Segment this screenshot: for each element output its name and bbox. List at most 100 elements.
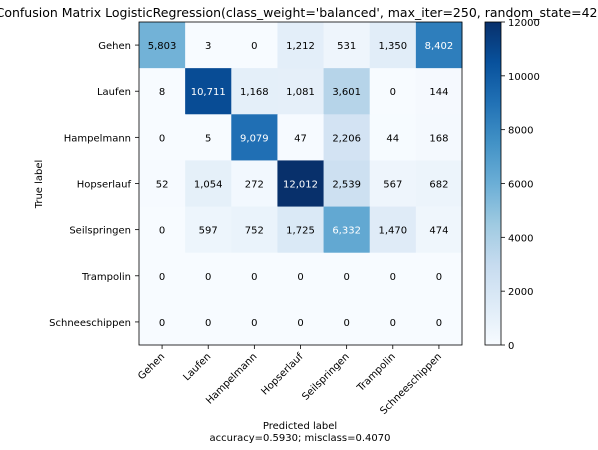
y-tick-label: Schneeschippen: [49, 318, 131, 329]
cell-value-label: 1,470: [378, 226, 407, 237]
cell-value-label: 3,601: [332, 87, 361, 98]
heatmap-cell: [323, 114, 371, 161]
heatmap-cell-labels: 5,803 3 0 1,212 531 1,350 8,402 8 10,711 1,168 1,0…: [148, 41, 453, 329]
heatmap-cell: [415, 22, 463, 69]
cell-value-label: 0: [390, 87, 396, 98]
cell-value-label: 1,081: [286, 87, 315, 98]
cell-value-label: 0: [390, 272, 396, 283]
cell-value-label: 5,803: [148, 41, 177, 52]
heatmap-cell: [369, 114, 417, 161]
heatmap-cell: [185, 160, 232, 208]
heatmap-cells: [139, 22, 463, 346]
x-axis-label: Predicted label: [263, 421, 337, 432]
heatmap-cell: [231, 22, 278, 69]
y-tick-label: Trampolin: [81, 272, 131, 283]
cell-value-label: 3: [205, 41, 211, 52]
heatmap-cell: [231, 206, 278, 254]
cell-value-label: 0: [251, 41, 257, 52]
y-axis-ticks: Gehen Laufen Hampelmann Hopserlauf Seilsprin…: [49, 41, 139, 329]
cell-value-label: 0: [159, 318, 165, 329]
cell-value-label: 0: [390, 318, 396, 329]
heatmap-cell: [277, 114, 325, 161]
heatmap-cell: [323, 22, 371, 69]
cell-value-label: 1,212: [286, 41, 315, 52]
heatmap-cell: [415, 206, 463, 254]
heatmap-cell: [369, 298, 417, 346]
cell-value-label: 10,711: [191, 87, 226, 98]
heatmap-cell: [369, 252, 417, 300]
heatmap-cell: [277, 206, 325, 254]
colorbar-tick-label: 8000: [508, 126, 533, 137]
cell-value-label: 5: [205, 133, 211, 144]
cell-value-label: 8: [159, 87, 165, 98]
x-tick-label: Gehen: [136, 351, 167, 382]
cell-value-label: 52: [156, 180, 169, 191]
cell-value-label: 0: [297, 318, 303, 329]
cell-value-label: 0: [159, 133, 165, 144]
heatmap-cell: [139, 114, 186, 161]
cell-value-label: 0: [343, 272, 349, 283]
heatmap-cell: [323, 160, 371, 208]
heatmap-cell: [185, 68, 232, 115]
x-axis-sublabel: accuracy=0.5930; misclass=0.4070: [210, 433, 391, 444]
cell-value-label: 272: [245, 180, 264, 191]
heatmap-cell: [415, 114, 463, 161]
heatmap-cell: [277, 298, 325, 346]
cell-value-label: 168: [429, 133, 448, 144]
y-tick-label: Seilspringen: [69, 226, 131, 237]
colorbar: [484, 21, 502, 346]
heatmap-cell: [185, 298, 232, 346]
heatmap-cell: [231, 114, 278, 161]
heatmap-cell: [369, 68, 417, 115]
cell-value-label: 0: [159, 272, 165, 283]
heatmap-cell: [277, 22, 325, 69]
heatmap-cell: [415, 160, 463, 208]
cell-value-label: 47: [294, 133, 307, 144]
cell-value-label: 567: [383, 180, 402, 191]
heatmap-cell: [277, 68, 325, 115]
cell-value-label: 682: [429, 180, 448, 191]
x-tick-label: Laufen: [181, 351, 213, 383]
y-axis-label: True label: [34, 160, 45, 210]
cell-value-label: 0: [205, 272, 211, 283]
heatmap-cell: [277, 160, 325, 208]
y-tick-label: Hopserlauf: [77, 180, 132, 191]
cell-value-label: 0: [251, 272, 257, 283]
cell-value-label: 0: [343, 318, 349, 329]
heatmap-cell: [369, 206, 417, 254]
cell-value-label: 0: [205, 318, 211, 329]
cell-value-label: 9,079: [240, 133, 269, 144]
x-tick-label: Seilspringen: [300, 351, 351, 402]
heatmap-cell: [231, 298, 278, 346]
cell-value-label: 2,206: [332, 133, 361, 144]
cell-value-label: 752: [245, 226, 264, 237]
y-tick-label: Laufen: [97, 87, 131, 98]
heatmap-cell: [185, 22, 232, 69]
colorbar-tick-label: 6000: [508, 180, 533, 191]
colorbar-tick-label: 12000: [508, 18, 540, 29]
y-tick-label: Hampelmann: [64, 133, 131, 144]
colorbar-tick-label: 0: [508, 341, 514, 352]
heatmap-cell: [185, 206, 232, 254]
heatmap-cell: [231, 252, 278, 300]
cell-value-label: 2,539: [332, 180, 361, 191]
cell-value-label: 6,332: [332, 226, 361, 237]
cell-value-label: 1,168: [240, 87, 269, 98]
cell-value-label: 44: [386, 133, 399, 144]
heatmap-cell: [323, 298, 371, 346]
cell-value-label: 474: [429, 226, 448, 237]
heatmap-cell: [139, 68, 186, 115]
cell-value-label: 531: [337, 41, 356, 52]
cell-value-label: 0: [159, 226, 165, 237]
heatmap-cell: [323, 68, 371, 115]
chart-title: Confusion Matrix LogisticRegression(clas…: [0, 5, 598, 20]
colorbar-tick-label: 10000: [508, 72, 540, 83]
heatmap-cell: [139, 298, 186, 346]
heatmap-cell: [415, 252, 463, 300]
cell-value-label: 0: [436, 272, 442, 283]
cell-value-label: 0: [436, 318, 442, 329]
cell-value-label: 1,725: [286, 226, 315, 237]
cell-value-label: 597: [199, 226, 218, 237]
